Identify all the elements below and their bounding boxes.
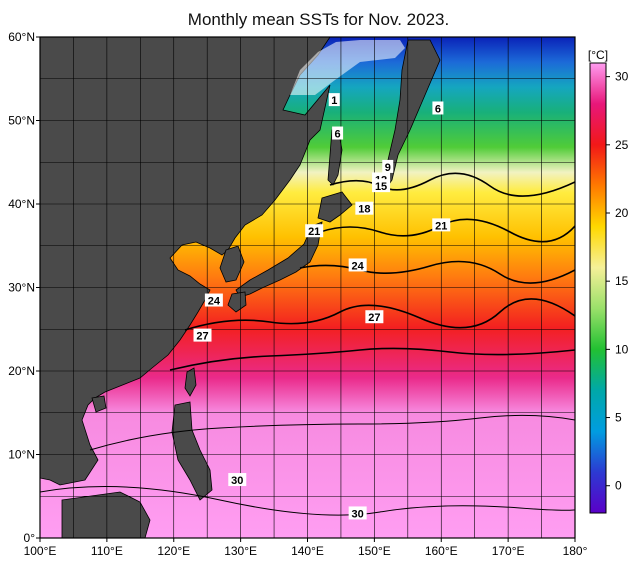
latitude-label: 50°N [8, 114, 35, 128]
longitude-label: 110°E [91, 544, 123, 558]
contour-label: 18 [358, 204, 370, 216]
contour-label-bg [348, 506, 367, 520]
contour-label-bg [372, 179, 391, 193]
longitude-label: 170°E [492, 544, 525, 558]
latitude-label: 30°N [8, 281, 35, 295]
latitude-label: 20°N [8, 364, 35, 378]
contour-label-bg [332, 126, 344, 140]
longitude-label: 160°E [425, 544, 458, 558]
contour-label: 30 [231, 475, 243, 487]
colorbar-tick-label: 30 [615, 70, 629, 84]
contour-label: 9 [385, 162, 391, 174]
contour-label: 21 [308, 226, 320, 238]
colorbar-scale [589, 62, 607, 514]
contour-label-bg [432, 101, 444, 115]
contour-label: 24 [208, 296, 221, 308]
contour-label-bg [355, 201, 374, 215]
latitude-labels: 60°N 50°N 40°N 30°N 20°N 10°N 0° [8, 30, 40, 545]
latitude-label: 10°N [8, 448, 35, 462]
contour-label-bg [432, 218, 451, 232]
longitude-label: 180° [563, 544, 588, 558]
contour-label-bg [193, 328, 212, 342]
longitude-label: 150°E [358, 544, 391, 558]
contour-labels: 16691215182121242427273030 [193, 93, 451, 520]
latitude-label: 0° [24, 531, 36, 545]
colorbar-tick-label: 0 [615, 479, 622, 493]
contour-label-bg [228, 473, 247, 487]
contour-label-bg [328, 93, 340, 107]
contour-label: 30 [352, 508, 364, 520]
contour-label-bg [365, 310, 384, 324]
colorbar-tick-label: 15 [615, 274, 629, 288]
longitude-label: 140°E [291, 544, 324, 558]
contour-label: 6 [435, 103, 441, 115]
graticule [40, 37, 575, 538]
contour-label: 15 [375, 181, 387, 193]
contour-label: 6 [335, 129, 341, 141]
longitude-labels: 100°E 110°E 120°E 130°E 140°E 150°E 160°E 170°E… [24, 538, 588, 558]
contour-label-bg [305, 224, 324, 238]
colorbar-tick-label: 25 [615, 138, 629, 152]
map-title: Monthly mean SSTs for Nov. 2023. [187, 10, 450, 29]
colorbar-tick-label: 10 [615, 342, 629, 356]
contour-label: 27 [196, 331, 208, 343]
contour-label: 24 [352, 260, 365, 272]
contour-label: 27 [368, 312, 380, 324]
longitude-label: 100°E [24, 544, 57, 558]
colorbar-tick-label: 5 [615, 411, 622, 425]
colorbar-ticks: 30 25 20 15 10 5 0 [606, 70, 629, 493]
latitude-label: 60°N [8, 30, 35, 44]
colorbar-tick-label: 20 [615, 206, 629, 220]
latitude-label: 40°N [8, 197, 35, 211]
contour-label: 21 [435, 220, 447, 232]
colorbar-unit: [°C] [588, 48, 608, 62]
contour-label: 1 [331, 95, 337, 107]
longitude-label: 120°E [157, 544, 190, 558]
contour-label-bg [348, 258, 367, 272]
land-masses [40, 37, 441, 538]
longitude-label: 130°E [224, 544, 257, 558]
colorbar: [°C] 30 25 20 15 10 5 0 [588, 48, 629, 514]
contour-label-bg [382, 159, 394, 173]
sea-ice-zone [290, 40, 405, 95]
contour-label-bg [204, 293, 223, 307]
